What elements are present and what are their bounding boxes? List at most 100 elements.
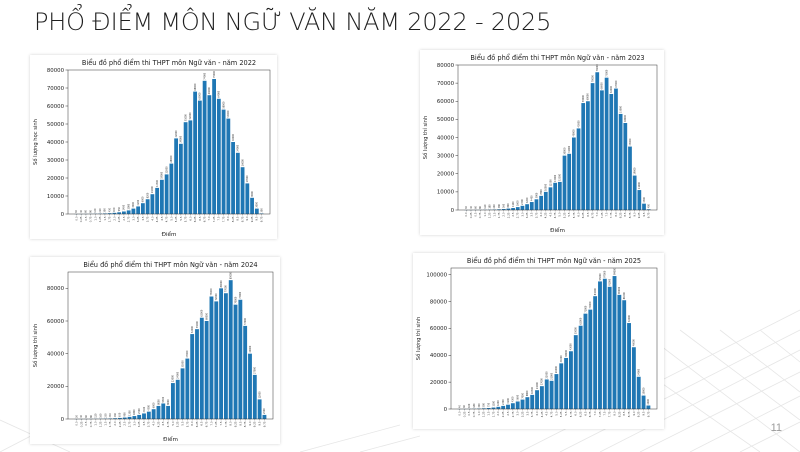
bar — [571, 137, 576, 210]
y-tick-label: 80000 — [430, 299, 448, 305]
data-label: 80000 — [220, 280, 223, 288]
x-tick-label: 3.75 — [146, 216, 150, 222]
data-label: 260 — [493, 204, 496, 209]
bar — [252, 374, 257, 419]
bar — [530, 394, 535, 409]
x-tick-label: 3.0 — [516, 411, 520, 415]
chart-panel-2022: Biểu đồ phổ điểm thi THPT môn Ngữ văn - … — [30, 55, 277, 239]
x-tick-label: 8.0 — [614, 212, 618, 216]
data-label: 64000 — [610, 85, 613, 93]
x-tick-label: 6.75 — [203, 216, 207, 222]
bar — [623, 123, 628, 210]
data-label: 3500 — [643, 196, 646, 202]
bar — [117, 212, 122, 214]
x-tick-label: 9.25 — [250, 216, 254, 222]
data-label: 12500 — [549, 179, 552, 187]
bar — [557, 181, 562, 210]
bar — [188, 120, 193, 214]
x-tick-label: 7.75 — [221, 216, 225, 222]
bar — [235, 152, 240, 214]
data-label: 17000 — [541, 378, 544, 386]
bar — [486, 407, 491, 409]
data-label: 38000 — [565, 349, 568, 357]
x-tick-label: 5.5 — [180, 421, 184, 425]
bar — [113, 418, 118, 419]
data-label: 48000 — [624, 114, 627, 122]
data-label: 26000 — [241, 159, 244, 167]
bar — [525, 397, 530, 409]
x-axis-label: Điểm — [162, 231, 177, 238]
data-label: 330 — [109, 413, 112, 418]
data-label: 14500 — [156, 179, 159, 187]
x-tick-label: 1.25 — [482, 411, 486, 417]
x-tick-label: 8.0 — [226, 216, 230, 220]
bar — [539, 195, 544, 210]
bar — [250, 197, 254, 214]
data-label: 300 — [478, 403, 481, 408]
data-label: 3400 — [143, 406, 146, 412]
x-tick-label: 9.5 — [642, 212, 646, 216]
bar — [132, 416, 137, 419]
data-label: 1400 — [123, 204, 126, 210]
x-tick-label: 2.5 — [506, 411, 510, 415]
bar — [169, 163, 174, 214]
x-tick-label: 2.25 — [501, 411, 505, 417]
x-tick-label: 9.0 — [632, 411, 636, 415]
bar — [602, 278, 607, 409]
data-label: 160 — [99, 413, 102, 418]
data-label: 8800 — [526, 390, 529, 396]
x-tick-label: 8.75 — [627, 411, 631, 417]
y-tick-label: 30000 — [437, 153, 455, 159]
data-label: 74000 — [589, 301, 592, 309]
x-tick-label: 1.5 — [103, 216, 107, 220]
x-tick-label: 4.5 — [545, 411, 549, 415]
data-label: 950 — [118, 207, 121, 212]
data-label: 27000 — [254, 366, 257, 374]
x-tick-label: 2.75 — [511, 411, 515, 417]
bar — [103, 213, 107, 214]
data-label: 9000 — [251, 191, 254, 197]
bar — [202, 80, 207, 214]
bar — [583, 313, 588, 409]
bar — [631, 347, 636, 409]
x-tick-label: 9.75 — [259, 216, 263, 222]
bar — [497, 209, 501, 210]
data-label: 8000 — [167, 399, 170, 405]
x-tick-label: 4.25 — [544, 212, 548, 218]
data-label: 2600 — [647, 398, 650, 404]
x-tick-label: 2.25 — [117, 216, 121, 222]
y-tick-label: 30000 — [47, 158, 65, 164]
data-label: 1300 — [128, 410, 131, 416]
x-tick-label: 4.5 — [160, 216, 164, 220]
bar — [544, 379, 549, 409]
data-label: 62000 — [201, 309, 204, 317]
bar — [554, 374, 559, 409]
x-tick-label: 7.25 — [214, 421, 218, 427]
data-label: 35000 — [629, 138, 632, 146]
data-label: 46000 — [633, 339, 636, 347]
x-tick-label: 8.5 — [622, 411, 626, 415]
y-tick-label: 40000 — [437, 135, 455, 141]
data-label: 58000 — [222, 101, 225, 109]
data-label: 11000 — [638, 181, 641, 189]
x-tick-label: 5.75 — [184, 216, 188, 222]
data-label: 70000 — [591, 75, 594, 83]
x-tick-label: 0.25 — [462, 411, 466, 417]
data-label: 31000 — [181, 360, 184, 368]
x-tick-label: 1.5 — [487, 411, 491, 415]
bar — [612, 276, 617, 409]
data-label: 750 — [487, 402, 490, 407]
data-label: 900 — [124, 412, 127, 417]
data-label: 230 — [104, 413, 107, 418]
bar — [136, 206, 141, 214]
x-axis-label: Điểm — [163, 436, 178, 443]
bar — [506, 404, 510, 409]
y-tick-label: 50000 — [437, 117, 455, 123]
y-tick-label: 0 — [444, 407, 448, 413]
bar — [586, 101, 590, 210]
x-tick-label: 2.5 — [122, 216, 126, 220]
data-label: 6000 — [142, 196, 145, 202]
x-tick-label: 3.0 — [520, 212, 524, 216]
data-label: 40 — [470, 206, 473, 209]
bar — [166, 405, 171, 419]
